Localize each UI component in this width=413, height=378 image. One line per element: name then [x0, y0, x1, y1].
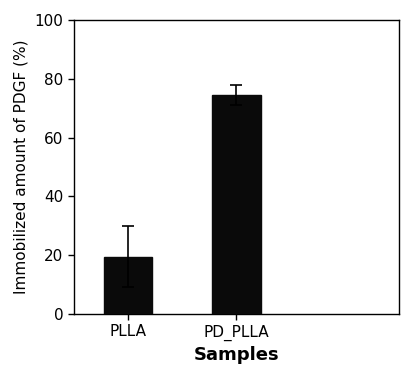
- Y-axis label: Immobilized amount of PDGF (%): Immobilized amount of PDGF (%): [14, 40, 29, 294]
- Bar: [104, 257, 152, 314]
- X-axis label: Samples: Samples: [194, 346, 279, 364]
- Bar: [212, 95, 261, 314]
